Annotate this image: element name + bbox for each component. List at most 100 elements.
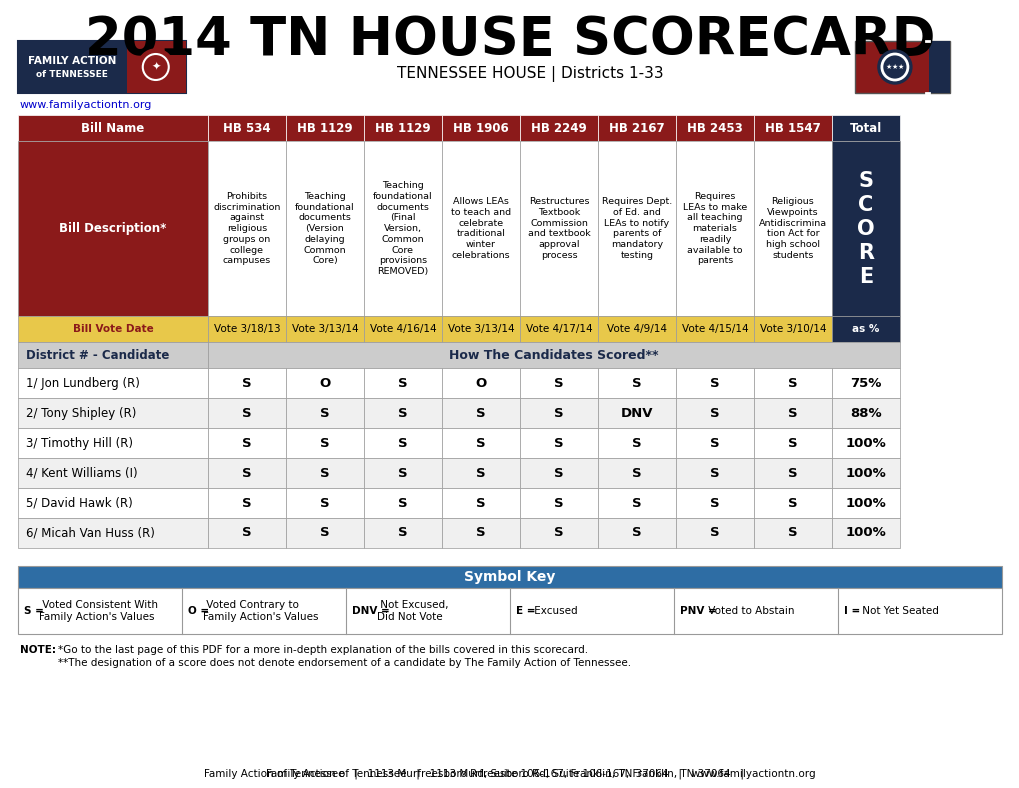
- Text: Symbol Key: Symbol Key: [464, 570, 555, 584]
- Text: S: S: [476, 437, 485, 449]
- FancyBboxPatch shape: [18, 342, 208, 368]
- Text: S: S: [632, 466, 641, 480]
- Text: 88%: 88%: [850, 407, 881, 419]
- Text: S: S: [709, 466, 719, 480]
- Text: of TENNESSEE: of TENNESSEE: [36, 70, 108, 80]
- FancyBboxPatch shape: [18, 518, 208, 548]
- Text: S: S: [553, 437, 564, 449]
- FancyBboxPatch shape: [597, 316, 676, 342]
- FancyBboxPatch shape: [597, 141, 676, 316]
- FancyBboxPatch shape: [208, 428, 285, 458]
- Text: S: S: [553, 377, 564, 389]
- FancyBboxPatch shape: [597, 518, 676, 548]
- Text: Vote 4/9/14: Vote 4/9/14: [606, 324, 666, 334]
- FancyBboxPatch shape: [127, 41, 185, 93]
- FancyBboxPatch shape: [520, 518, 597, 548]
- FancyBboxPatch shape: [753, 115, 832, 141]
- Text: S: S: [788, 526, 797, 540]
- FancyBboxPatch shape: [208, 488, 285, 518]
- Text: HB 2249: HB 2249: [531, 121, 586, 135]
- Text: 3/ Timothy Hill (R): 3/ Timothy Hill (R): [25, 437, 132, 449]
- Text: Requires
LEAs to make
all teaching
materials
readily
available to
parents: Requires LEAs to make all teaching mater…: [682, 191, 746, 266]
- FancyBboxPatch shape: [753, 141, 832, 316]
- Text: Not Excused,
Did Not Vote: Not Excused, Did Not Vote: [377, 600, 448, 622]
- FancyBboxPatch shape: [676, 518, 753, 548]
- FancyBboxPatch shape: [208, 342, 899, 368]
- FancyBboxPatch shape: [676, 488, 753, 518]
- FancyBboxPatch shape: [285, 458, 364, 488]
- FancyBboxPatch shape: [832, 368, 899, 398]
- Text: S: S: [476, 407, 485, 419]
- FancyBboxPatch shape: [832, 115, 899, 141]
- Text: S: S: [632, 496, 641, 510]
- Text: Family Action of Tennessee   |   1113 Murfreesboro Rd, Suite 106-167, Franklin, : Family Action of Tennessee | 1113 Murfre…: [204, 769, 815, 779]
- FancyBboxPatch shape: [520, 458, 597, 488]
- Text: 2/ Tony Shipley (R): 2/ Tony Shipley (R): [25, 407, 137, 419]
- FancyBboxPatch shape: [597, 488, 676, 518]
- FancyBboxPatch shape: [285, 488, 364, 518]
- Text: O =: O =: [187, 606, 209, 616]
- Text: 75%: 75%: [850, 377, 880, 389]
- FancyBboxPatch shape: [520, 398, 597, 428]
- FancyBboxPatch shape: [753, 518, 832, 548]
- Text: S: S: [788, 437, 797, 449]
- FancyBboxPatch shape: [18, 141, 208, 316]
- Text: E =: E =: [516, 606, 535, 616]
- FancyBboxPatch shape: [364, 141, 441, 316]
- Text: S: S: [476, 526, 485, 540]
- FancyBboxPatch shape: [676, 316, 753, 342]
- FancyBboxPatch shape: [753, 458, 832, 488]
- FancyBboxPatch shape: [832, 458, 899, 488]
- Text: S: S: [788, 377, 797, 389]
- Text: HB 1129: HB 1129: [375, 121, 430, 135]
- FancyBboxPatch shape: [364, 428, 441, 458]
- Text: S: S: [476, 496, 485, 510]
- Text: Religious
Viewpoints
Antidiscrimina
tion Act for
high school
students: Religious Viewpoints Antidiscrimina tion…: [758, 197, 826, 260]
- FancyBboxPatch shape: [285, 141, 364, 316]
- Text: S: S: [320, 466, 329, 480]
- Text: DNV: DNV: [621, 407, 652, 419]
- Text: S: S: [397, 437, 408, 449]
- FancyBboxPatch shape: [832, 518, 899, 548]
- Text: HB 1129: HB 1129: [297, 121, 353, 135]
- Text: S: S: [788, 407, 797, 419]
- FancyBboxPatch shape: [832, 398, 899, 428]
- FancyBboxPatch shape: [832, 316, 899, 342]
- Text: 100%: 100%: [845, 526, 886, 540]
- Text: FAMILY ACTION: FAMILY ACTION: [28, 56, 116, 65]
- FancyBboxPatch shape: [676, 458, 753, 488]
- Text: Teaching
foundational
documents
(Final
Version,
Common
Core
provisions
REMOVED): Teaching foundational documents (Final V…: [373, 181, 432, 276]
- Text: Voted Contrary to
Family Action's Values: Voted Contrary to Family Action's Values: [203, 600, 318, 622]
- Text: TENNESSEE HOUSE | Districts 1-33: TENNESSEE HOUSE | Districts 1-33: [396, 66, 662, 82]
- Text: S: S: [320, 437, 329, 449]
- Text: Family Action of Tennessee   |   1113 Murfreesboro Rd, Suite 106-167, Franklin, : Family Action of Tennessee | 1113 Murfre…: [266, 769, 753, 779]
- Text: S: S: [242, 526, 252, 540]
- Text: Vote 4/16/14: Vote 4/16/14: [369, 324, 436, 334]
- Text: How The Candidates Scored**: How The Candidates Scored**: [448, 348, 658, 362]
- FancyBboxPatch shape: [520, 141, 597, 316]
- Text: S: S: [553, 466, 564, 480]
- Text: S: S: [632, 437, 641, 449]
- FancyBboxPatch shape: [364, 316, 441, 342]
- Text: S: S: [788, 496, 797, 510]
- FancyBboxPatch shape: [441, 316, 520, 342]
- FancyBboxPatch shape: [208, 115, 285, 141]
- FancyBboxPatch shape: [597, 115, 676, 141]
- FancyBboxPatch shape: [441, 518, 520, 548]
- FancyBboxPatch shape: [441, 488, 520, 518]
- FancyBboxPatch shape: [520, 316, 597, 342]
- FancyBboxPatch shape: [753, 316, 832, 342]
- FancyBboxPatch shape: [441, 141, 520, 316]
- Text: Teaching
foundational
documents
(Version
delaying
Common
Core): Teaching foundational documents (Version…: [294, 191, 355, 266]
- Text: O: O: [319, 377, 330, 389]
- Text: Vote 4/15/14: Vote 4/15/14: [681, 324, 748, 334]
- Text: 2014 TN HOUSE SCORECARD: 2014 TN HOUSE SCORECARD: [85, 14, 934, 66]
- Text: as %: as %: [852, 324, 878, 334]
- Text: S: S: [397, 496, 408, 510]
- FancyBboxPatch shape: [597, 368, 676, 398]
- Text: S: S: [709, 437, 719, 449]
- FancyBboxPatch shape: [832, 141, 899, 316]
- FancyBboxPatch shape: [676, 368, 753, 398]
- Text: Vote 3/13/14: Vote 3/13/14: [447, 324, 514, 334]
- Text: PNV =: PNV =: [680, 606, 716, 616]
